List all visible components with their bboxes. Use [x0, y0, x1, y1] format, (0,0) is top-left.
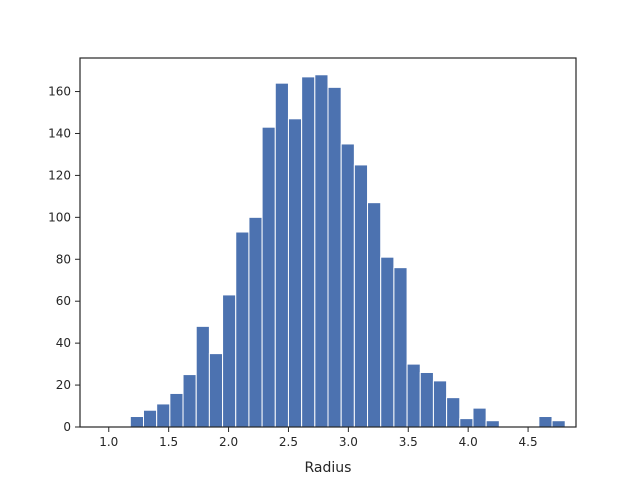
x-tick-label: 2.5 — [279, 435, 298, 449]
y-tick-label: 40 — [56, 336, 71, 350]
histogram-bar — [287, 118, 303, 428]
histogram-bar — [472, 407, 487, 428]
histogram-bar — [156, 403, 171, 428]
histogram-bar — [169, 392, 184, 428]
histogram-bar — [261, 126, 276, 428]
x-axis-label: Radius — [305, 460, 352, 476]
histogram-bar — [353, 164, 369, 428]
histogram-bar — [367, 202, 382, 428]
y-tick-label: 160 — [48, 85, 71, 99]
histogram-bar — [538, 416, 553, 428]
histogram-bar — [432, 380, 448, 428]
histogram-bar — [380, 256, 395, 428]
histogram-bar — [208, 353, 224, 428]
x-tick-label: 3.0 — [339, 435, 358, 449]
x-tick-label: 3.5 — [399, 435, 418, 449]
histogram-bar — [419, 371, 434, 428]
y-tick-label: 140 — [48, 126, 71, 140]
histogram-bar — [274, 82, 289, 428]
histogram-bar — [195, 325, 210, 428]
histogram-bar — [235, 231, 250, 428]
histogram-bar — [222, 294, 237, 428]
histogram-bar — [406, 363, 421, 428]
x-tick-label: 2.0 — [219, 435, 238, 449]
histogram-bar — [327, 86, 342, 428]
histogram-bar — [393, 267, 408, 428]
histogram-bar — [248, 216, 263, 428]
x-tick-label: 4.0 — [459, 435, 478, 449]
x-tick-label: 1.0 — [99, 435, 118, 449]
histogram-bar — [340, 143, 355, 428]
y-tick-label: 100 — [48, 210, 71, 224]
histogram-bar — [459, 418, 474, 428]
histogram-bar — [301, 76, 316, 428]
histogram-bars — [129, 74, 566, 428]
histogram-bar — [142, 409, 158, 428]
histogram-bar — [182, 374, 197, 428]
y-tick-label: 20 — [56, 378, 71, 392]
x-tick-label: 4.5 — [519, 435, 538, 449]
y-tick-label: 0 — [63, 420, 71, 434]
y-tick-label: 80 — [56, 252, 71, 266]
histogram-bar — [485, 420, 500, 428]
x-tick-label: 1.5 — [159, 435, 178, 449]
histogram-bar — [446, 397, 461, 428]
histogram-bar — [314, 74, 329, 428]
y-tick-label: 120 — [48, 168, 71, 182]
y-axis-ticks: 0 20 40 60 80 100 120 140 160 — [48, 85, 80, 434]
y-tick-label: 60 — [56, 294, 71, 308]
histogram-bar — [551, 420, 566, 428]
plot-frame — [79, 57, 577, 428]
histogram-bar — [129, 416, 144, 428]
x-axis-ticks: 1.0 1.5 2.0 2.5 3.0 3.5 4.0 4.5 — [99, 427, 538, 449]
